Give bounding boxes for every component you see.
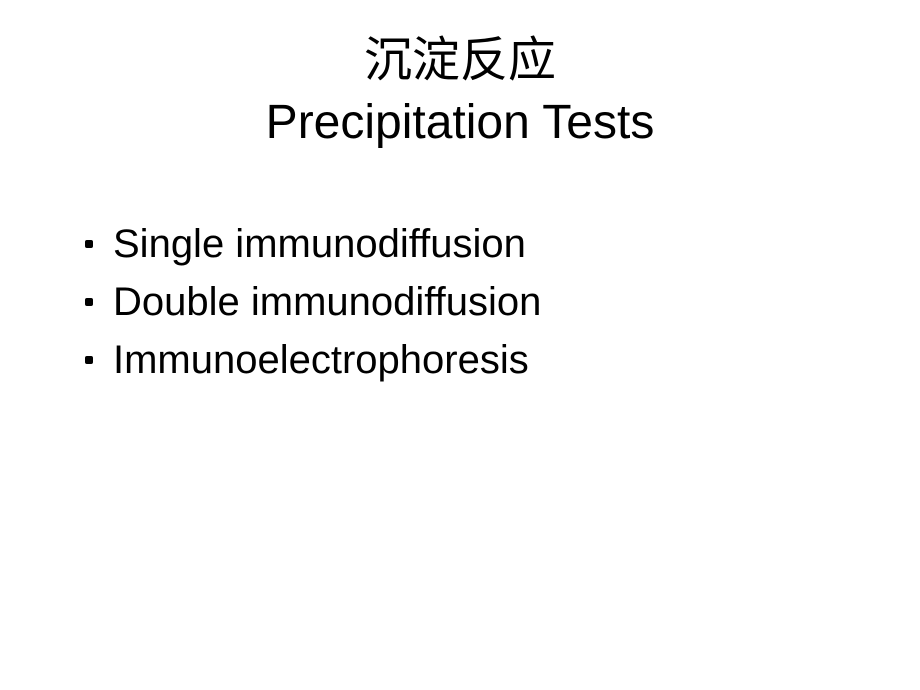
bullet-icon [85,240,93,248]
slide-title-chinese: 沉淀反应 [0,30,920,92]
list-item: Single immunodiffusion [85,215,920,273]
title-block: 沉淀反应 Precipitation Tests [0,0,920,155]
bullet-text: Single immunodiffusion [113,215,526,273]
list-item: Double immunodiffusion [85,273,920,331]
bullet-text: Immunoelectrophoresis [113,331,529,389]
slide: 沉淀反应 Precipitation Tests Single immunodi… [0,0,920,690]
bullet-icon [85,298,93,306]
bullet-text: Double immunodiffusion [113,273,541,331]
bullet-list: Single immunodiffusion Double immunodiff… [85,215,920,389]
bullet-icon [85,356,93,364]
slide-title-english: Precipitation Tests [0,92,920,154]
list-item: Immunoelectrophoresis [85,331,920,389]
